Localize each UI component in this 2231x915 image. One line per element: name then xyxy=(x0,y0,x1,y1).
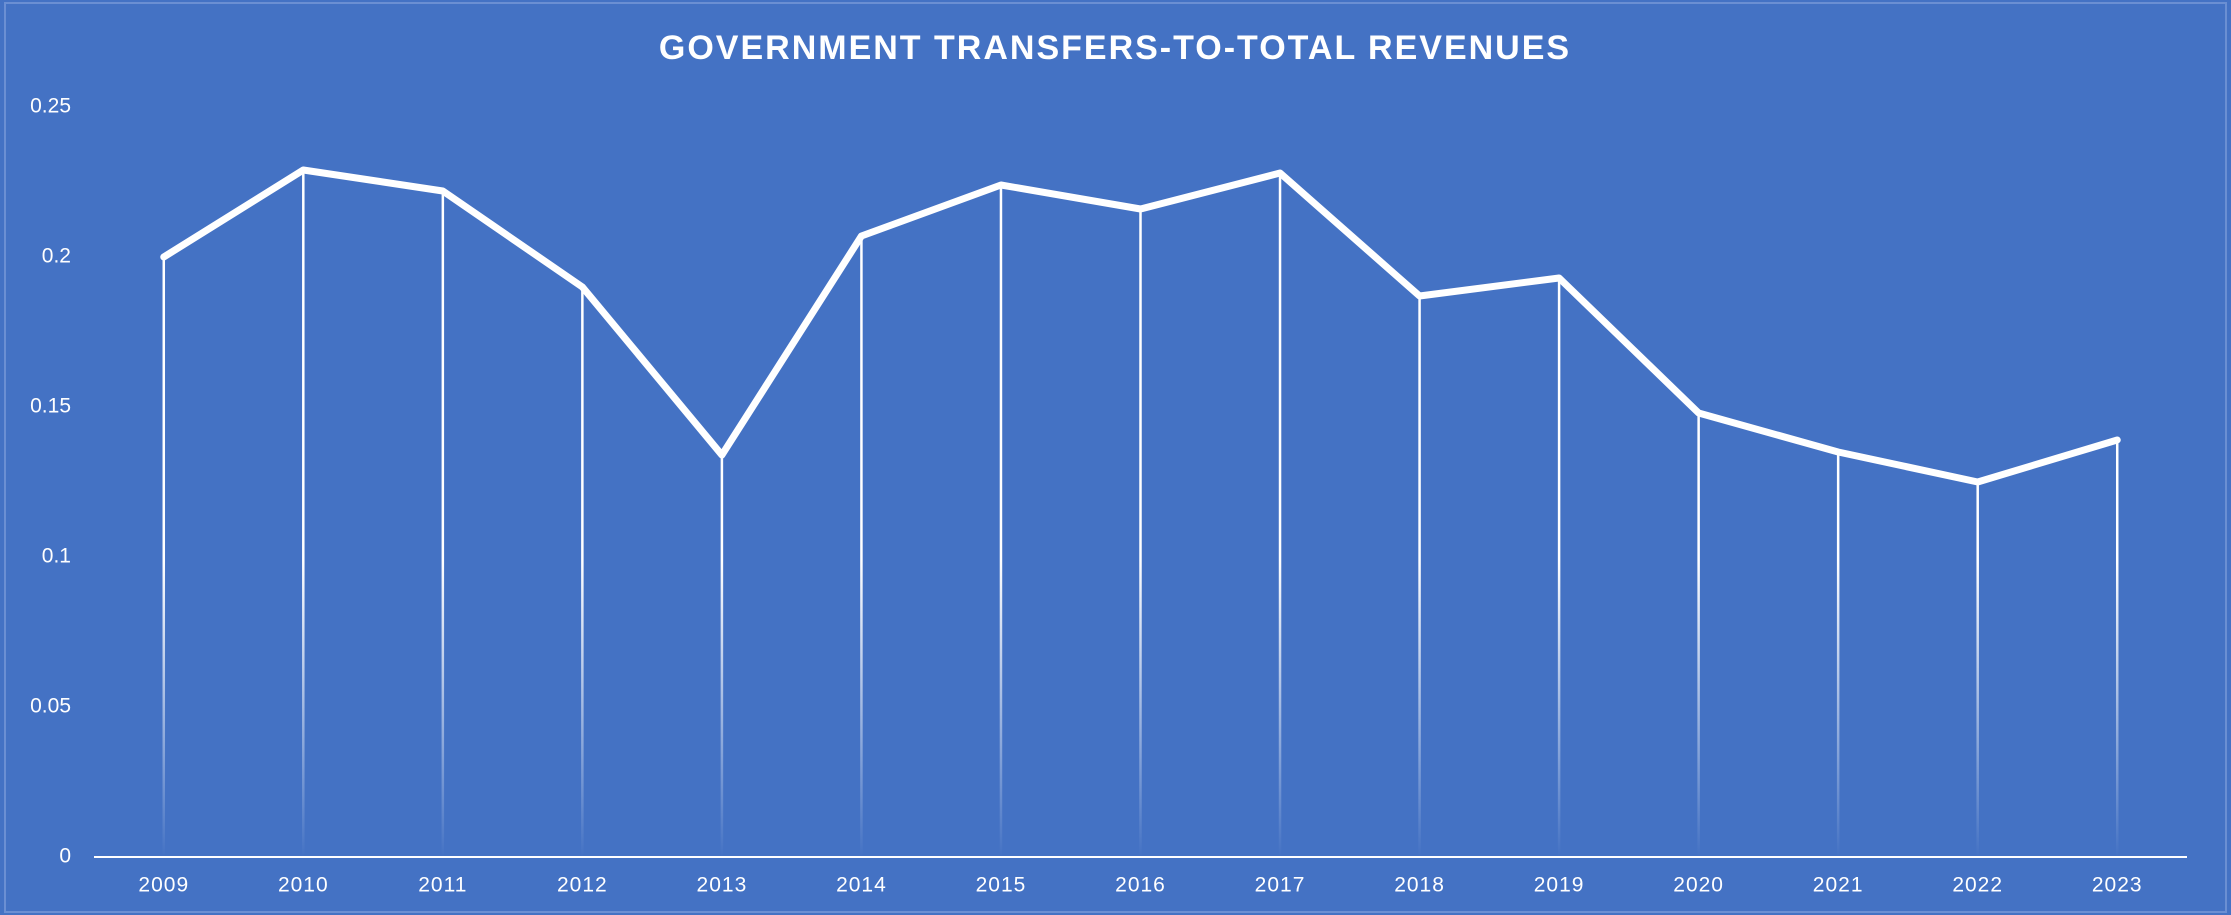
x-tick-label: 2023 xyxy=(2092,874,2143,897)
chart-title: GOVERNMENT TRANSFERS-TO-TOTAL REVENUES xyxy=(659,29,1571,67)
y-tick-label: 0.2 xyxy=(42,245,71,268)
x-tick-label: 2012 xyxy=(557,874,608,897)
y-tick-label: 0.1 xyxy=(42,545,71,568)
x-tick-label: 2021 xyxy=(1813,874,1864,897)
y-tick-label: 0.05 xyxy=(30,695,71,718)
x-tick-label: 2013 xyxy=(697,874,748,897)
y-tick-label: 0.25 xyxy=(30,95,71,118)
x-tick-label: 2020 xyxy=(1673,874,1724,897)
x-tick-label: 2019 xyxy=(1534,874,1585,897)
x-tick-label: 2017 xyxy=(1255,874,1306,897)
x-tick-label: 2016 xyxy=(1115,874,1166,897)
x-tick-label: 2011 xyxy=(418,874,467,897)
x-tick-label: 2015 xyxy=(976,874,1027,897)
x-tick-label: 2018 xyxy=(1394,874,1445,897)
y-tick-label: 0.15 xyxy=(30,395,71,418)
x-tick-label: 2014 xyxy=(836,874,887,897)
x-tick-label: 2010 xyxy=(278,874,329,897)
line-series xyxy=(160,166,2121,486)
y-tick-label: 0 xyxy=(59,845,71,868)
x-tick-label: 2009 xyxy=(138,874,189,897)
x-tick-label: 2022 xyxy=(1952,874,2003,897)
frame xyxy=(4,2,2227,913)
